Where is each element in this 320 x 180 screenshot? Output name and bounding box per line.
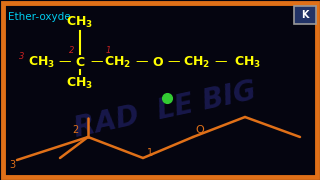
Text: $\mathregular{CH_3}$: $\mathregular{CH_3}$ — [28, 55, 56, 69]
Text: 2: 2 — [72, 125, 78, 135]
Text: $\mathregular{CH_3}$: $\mathregular{CH_3}$ — [67, 14, 93, 30]
Text: 1: 1 — [105, 46, 111, 55]
Text: —: — — [91, 55, 103, 69]
Text: 3: 3 — [9, 160, 15, 170]
Text: K: K — [301, 10, 309, 20]
Text: 2: 2 — [69, 46, 75, 55]
Text: Ether-oxyde: Ether-oxyde — [8, 12, 71, 22]
Text: —: — — [168, 55, 180, 69]
Text: C: C — [76, 55, 84, 69]
Text: O: O — [196, 125, 204, 135]
FancyBboxPatch shape — [294, 6, 316, 24]
Text: —: — — [136, 55, 148, 69]
Text: O: O — [153, 55, 163, 69]
Text: $\mathregular{CH_2}$: $\mathregular{CH_2}$ — [183, 55, 211, 69]
Text: $\mathregular{CH_3}$: $\mathregular{CH_3}$ — [67, 75, 93, 91]
Text: RAD  LE BIG: RAD LE BIG — [71, 77, 259, 143]
Text: —: — — [59, 55, 71, 69]
Text: $\mathregular{CH_2}$: $\mathregular{CH_2}$ — [104, 55, 132, 69]
Text: 1: 1 — [147, 148, 153, 158]
Text: 3: 3 — [19, 51, 25, 60]
Text: $\mathregular{CH_3}$: $\mathregular{CH_3}$ — [235, 55, 261, 69]
Text: —: — — [215, 55, 227, 69]
